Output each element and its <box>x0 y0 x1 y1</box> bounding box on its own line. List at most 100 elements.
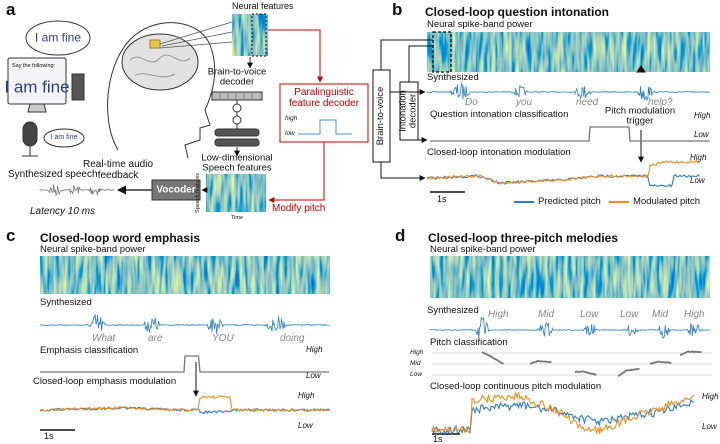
trace <box>574 370 597 376</box>
label: Synthesized <box>427 72 479 83</box>
label: Time <box>230 214 244 221</box>
decoder-window <box>432 31 452 73</box>
mic-stand <box>22 146 38 157</box>
heatmap <box>39 255 331 295</box>
legend-label: Modulated pitch <box>633 196 701 207</box>
speech-bubble <box>25 20 91 56</box>
label: Closed-loop continuous pitch modulation <box>430 381 602 392</box>
word: Mid <box>652 309 669 320</box>
level-label: Low <box>702 422 717 431</box>
decoder-layer <box>214 128 260 137</box>
label: high <box>285 115 298 122</box>
label: low <box>285 130 295 137</box>
panel-b-art <box>372 31 711 203</box>
word: Do <box>465 97 478 108</box>
label: I am fine <box>50 134 78 142</box>
level-lines <box>432 352 712 376</box>
decoder-plot <box>298 119 352 135</box>
head <box>107 22 216 159</box>
level-label: High <box>306 345 323 354</box>
label: Say the following: <box>12 63 56 69</box>
panel-title: Closed-loop three-pitch melodies <box>428 231 619 245</box>
panel-title: Closed-loop question intonation <box>425 5 609 19</box>
word: help? <box>648 97 673 108</box>
label: Vocoder <box>156 184 196 196</box>
waveform <box>39 314 330 335</box>
label: 1s <box>44 431 54 441</box>
word: doing <box>280 333 305 344</box>
panel-title: Closed-loop word emphasis <box>40 231 201 245</box>
label: Intonation decoder <box>397 90 419 132</box>
word: Low <box>620 309 639 320</box>
label: Question intonation classification <box>430 109 569 120</box>
level-label: Low <box>298 421 313 430</box>
word: High <box>684 309 705 320</box>
trace <box>481 351 504 365</box>
level-label: Mid <box>410 360 421 367</box>
label: Speech features <box>194 172 201 214</box>
word: YOU <box>212 333 234 344</box>
neural-features-map <box>231 13 269 57</box>
neural-wires <box>159 21 233 49</box>
panel-label: a <box>6 0 16 19</box>
waveform <box>426 81 710 102</box>
monitor-stand <box>27 103 47 113</box>
label: Neural features <box>232 1 294 11</box>
brain-folds <box>129 54 191 78</box>
red-arrow <box>268 29 323 83</box>
panel-label: c <box>6 226 16 245</box>
label: Neural spike-band power <box>427 19 533 30</box>
decoder-layer <box>214 138 260 147</box>
label: Emphasis classification <box>40 345 139 356</box>
word: What <box>92 333 116 344</box>
word: Mid <box>538 309 555 320</box>
label: I am fine <box>34 30 82 45</box>
label: Modify pitch <box>272 203 326 214</box>
word: Low <box>580 309 599 320</box>
label: 1s <box>433 434 443 444</box>
label: Paralinguistic feature decoder <box>288 87 360 109</box>
legend-label: Predicted pitch <box>538 196 601 207</box>
arrow <box>380 162 426 181</box>
trace <box>649 360 672 365</box>
red-arrow <box>268 142 325 203</box>
label: Synthesized <box>427 305 479 316</box>
label: Low-dimensional Speech features <box>201 152 273 174</box>
waveform <box>429 316 711 339</box>
trace <box>430 126 710 142</box>
feature-window <box>251 13 267 57</box>
trigger-mark <box>636 65 646 73</box>
level-label: High <box>690 153 707 162</box>
level-label: High <box>694 111 711 120</box>
waveform <box>39 184 115 197</box>
level-label: High <box>410 349 424 356</box>
trace <box>39 395 330 413</box>
panel-label: d <box>395 226 406 245</box>
word: you <box>516 97 533 108</box>
word: need <box>576 97 599 108</box>
trace <box>529 359 552 365</box>
label: 1s <box>437 194 447 204</box>
level-label: Low <box>694 130 709 139</box>
label: Brain-to-voice <box>374 86 386 146</box>
trace <box>679 350 702 356</box>
word: High <box>488 309 509 320</box>
decoder-node <box>232 115 242 125</box>
panel-a-art <box>7 13 369 213</box>
level-label: High <box>702 392 719 401</box>
trace <box>617 368 640 377</box>
label: Synthesized <box>40 297 92 308</box>
label: Neural spike-band power <box>40 244 146 255</box>
panel-c-art <box>39 255 331 431</box>
connector <box>380 39 433 82</box>
label: I am fine <box>4 77 70 97</box>
decoder-node <box>232 103 242 113</box>
label: Neural spike-band power <box>430 244 536 255</box>
label: Closed-loop emphasis modulation <box>33 376 177 387</box>
microphone <box>22 121 38 147</box>
mic-bubble <box>43 128 85 148</box>
word: are <box>148 333 163 344</box>
brain <box>121 33 199 91</box>
heatmap <box>429 255 711 299</box>
